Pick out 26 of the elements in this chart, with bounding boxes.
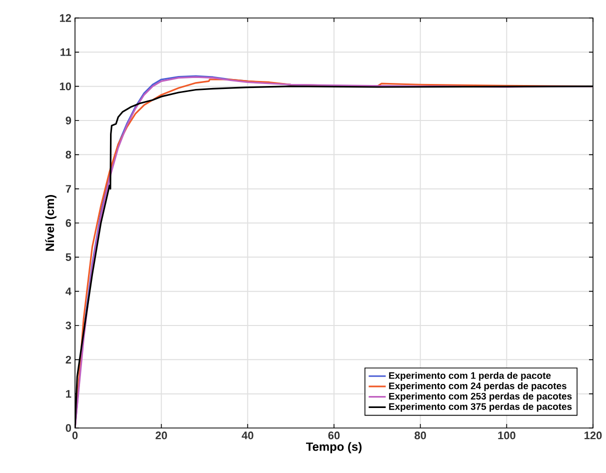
y-tick-label: 8 — [66, 150, 72, 159]
y-tick-label: 4 — [66, 288, 72, 296]
legend-label: Experimento com 253 perdas de pacotes — [389, 392, 572, 402]
legend-label: Experimento com 1 perda de pacote — [389, 372, 551, 381]
y-tick-label: 10 — [60, 82, 72, 90]
x-axis-title: Tempo (s) — [306, 442, 362, 454]
x-tick-label: 0 — [72, 432, 78, 440]
x-tick-label: 40 — [242, 432, 254, 440]
x-tick-label: 120 — [584, 432, 602, 440]
legend-label: Experimento com 24 perdas de pacotes — [389, 382, 566, 392]
y-tick-label: 1 — [66, 390, 72, 398]
x-tick-label: 80 — [414, 432, 426, 440]
y-tick-label: 3 — [66, 322, 72, 330]
y-tick-label: 7 — [66, 185, 71, 193]
x-tick-label: 100 — [498, 432, 516, 440]
y-axis-title: Nível (cm) — [45, 195, 56, 251]
y-tick-label: 2 — [66, 356, 72, 364]
legend-label: Experimento com 375 perdas de pacotes — [389, 402, 572, 412]
y-tick-label: 5 — [66, 253, 72, 261]
y-tick-label: 0 — [66, 424, 72, 432]
y-tick-label: 9 — [66, 116, 72, 124]
x-tick-label: 20 — [156, 432, 167, 440]
y-tick-label: 6 — [66, 219, 72, 227]
x-tick-label: 60 — [328, 432, 340, 440]
y-tick-label: 11 — [60, 48, 72, 56]
y-tick-label: 12 — [60, 14, 72, 22]
